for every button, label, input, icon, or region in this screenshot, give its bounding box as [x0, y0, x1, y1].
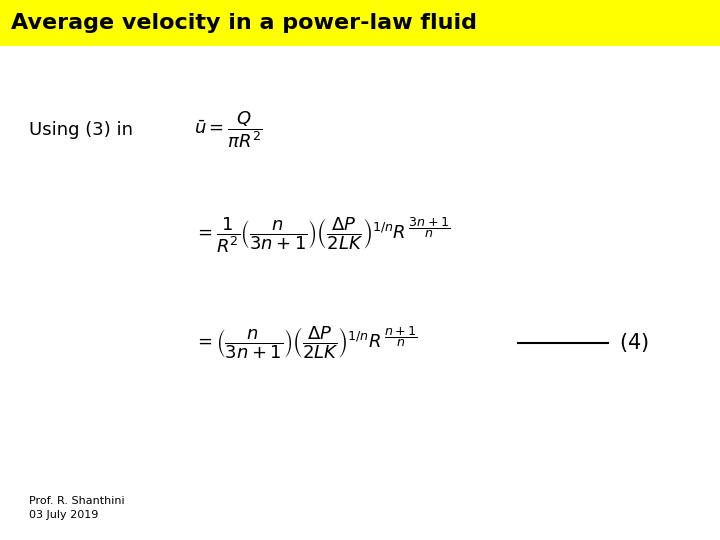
- Text: Average velocity in a power-law fluid: Average velocity in a power-law fluid: [11, 13, 477, 33]
- Text: $\bar{u} = \dfrac{Q}{\pi R^2}$: $\bar{u} = \dfrac{Q}{\pi R^2}$: [194, 109, 263, 150]
- Bar: [0, 0, 720, 46]
- Text: $(4)$: $(4)$: [619, 332, 649, 354]
- Text: Using (3) in: Using (3) in: [29, 120, 132, 139]
- Text: $= \dfrac{1}{R^2}\left(\dfrac{n}{3n+1}\right)\left(\dfrac{\Delta P}{2LK}\right)^: $= \dfrac{1}{R^2}\left(\dfrac{n}{3n+1}\r…: [194, 215, 451, 255]
- Text: Prof. R. Shanthini
03 July 2019: Prof. R. Shanthini 03 July 2019: [29, 496, 125, 519]
- Text: $= \left(\dfrac{n}{3n+1}\right)\left(\dfrac{\Delta P}{2LK}\right)^{1/n} R\,^{\df: $= \left(\dfrac{n}{3n+1}\right)\left(\df…: [194, 325, 418, 361]
